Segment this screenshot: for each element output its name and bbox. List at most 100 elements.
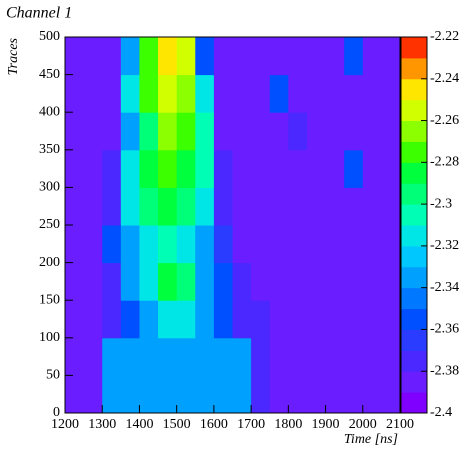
- heat-cell: [158, 112, 178, 151]
- heat-cell: [83, 375, 103, 414]
- colorbar-band: [401, 162, 427, 184]
- heat-cell: [344, 112, 364, 151]
- heat-cell: [65, 187, 85, 226]
- y-tick-label: 150: [39, 292, 60, 307]
- x-tick-label: 1500: [163, 417, 191, 432]
- y-tick-label: 50: [46, 368, 60, 383]
- x-tick-label: 1900: [312, 417, 340, 432]
- heat-cell: [83, 149, 103, 188]
- heat-cell: [251, 262, 271, 301]
- heat-cell: [195, 225, 215, 264]
- z-tick-label: -2.4: [430, 405, 452, 420]
- colorbar-band: [401, 329, 427, 351]
- heat-cell: [83, 300, 103, 339]
- heat-cell: [381, 74, 401, 113]
- heat-cell: [158, 37, 178, 76]
- heat-cell: [344, 149, 364, 188]
- heat-cell: [306, 149, 327, 188]
- heat-cell: [306, 74, 327, 113]
- y-tick-label: 500: [39, 29, 60, 44]
- heat-cell: [288, 375, 308, 414]
- x-tick-label: 2100: [386, 417, 414, 432]
- colorbar-band: [401, 99, 427, 122]
- heat-cell: [195, 74, 215, 113]
- heat-cell: [158, 74, 178, 113]
- heat-cell: [362, 262, 382, 301]
- heat-cell: [381, 262, 401, 301]
- heat-cell: [139, 37, 159, 76]
- heat-cell: [251, 225, 271, 264]
- heat-cell: [120, 112, 140, 151]
- heat-cell: [83, 337, 103, 376]
- heat-cell: [158, 262, 178, 301]
- heat-cell: [344, 225, 364, 264]
- x-tick-label: 1200: [51, 417, 79, 432]
- heat-cell: [139, 187, 159, 226]
- y-tick-label: 400: [39, 104, 60, 119]
- heat-cell: [288, 337, 308, 376]
- heat-cell: [158, 149, 178, 188]
- heat-cell: [195, 112, 215, 151]
- heat-cell: [83, 112, 103, 151]
- heat-cell: [158, 187, 178, 226]
- heat-cell: [120, 37, 140, 76]
- colorbar-band: [401, 245, 427, 268]
- x-tick-label: 1300: [88, 417, 116, 432]
- colorbar-band: [401, 57, 427, 80]
- heat-cell: [102, 375, 122, 414]
- colorbar-band: [401, 204, 427, 226]
- z-tick-label: -2.26: [430, 113, 459, 128]
- heat-cell: [232, 187, 252, 226]
- heat-cell: [288, 112, 308, 151]
- heat-cell: [232, 262, 252, 301]
- heat-cell: [362, 112, 382, 151]
- heat-cell: [306, 300, 327, 339]
- heat-cell: [344, 300, 364, 339]
- heat-cell: [269, 262, 289, 301]
- heat-cell: [381, 337, 401, 376]
- heat-cell: [83, 225, 103, 264]
- heat-cell: [120, 300, 140, 339]
- colorbar-frame: [400, 36, 428, 414]
- y-tick-label: 300: [39, 180, 60, 195]
- heat-cell: [102, 225, 122, 264]
- heat-cell: [176, 37, 196, 76]
- z-tick-label: -2.38: [430, 363, 459, 378]
- y-tick-label: 100: [39, 330, 60, 345]
- heat-cell: [195, 300, 215, 339]
- heat-cell: [213, 337, 233, 376]
- heat-cell: [232, 37, 252, 76]
- heat-cell: [102, 112, 122, 151]
- heat-cell: [344, 187, 364, 226]
- colorbar-band: [401, 141, 427, 163]
- heat-cell: [195, 149, 215, 188]
- heat-cell: [362, 225, 382, 264]
- heat-cell: [65, 300, 85, 339]
- heat-cell: [176, 337, 196, 376]
- heat-cell: [251, 74, 271, 113]
- colorbar-band: [401, 78, 427, 101]
- y-tick-label: 450: [39, 67, 60, 82]
- heat-cell: [102, 37, 122, 76]
- heat-cell: [120, 337, 140, 376]
- heat-cell: [65, 74, 85, 113]
- chart-title: Channel 1: [6, 5, 72, 22]
- heat-cell: [139, 225, 159, 264]
- heat-cell: [102, 262, 122, 301]
- heat-cell: [65, 149, 85, 188]
- heat-cell: [65, 375, 85, 414]
- heat-cell: [102, 187, 122, 226]
- heat-cell: [102, 300, 122, 339]
- heat-cell: [158, 337, 178, 376]
- z-tick-label: -2.36: [430, 322, 459, 337]
- z-tick-label: -2.22: [430, 29, 459, 44]
- x-tick-label: 2000: [349, 417, 377, 432]
- heat-cell: [306, 112, 327, 151]
- heat-cell: [139, 375, 159, 414]
- heat-cell: [306, 187, 327, 226]
- heat-cell: [288, 262, 308, 301]
- y-tick-label: 250: [39, 217, 60, 232]
- heat-cell: [195, 37, 215, 76]
- heat-cell: [288, 74, 308, 113]
- heat-cell: [120, 149, 140, 188]
